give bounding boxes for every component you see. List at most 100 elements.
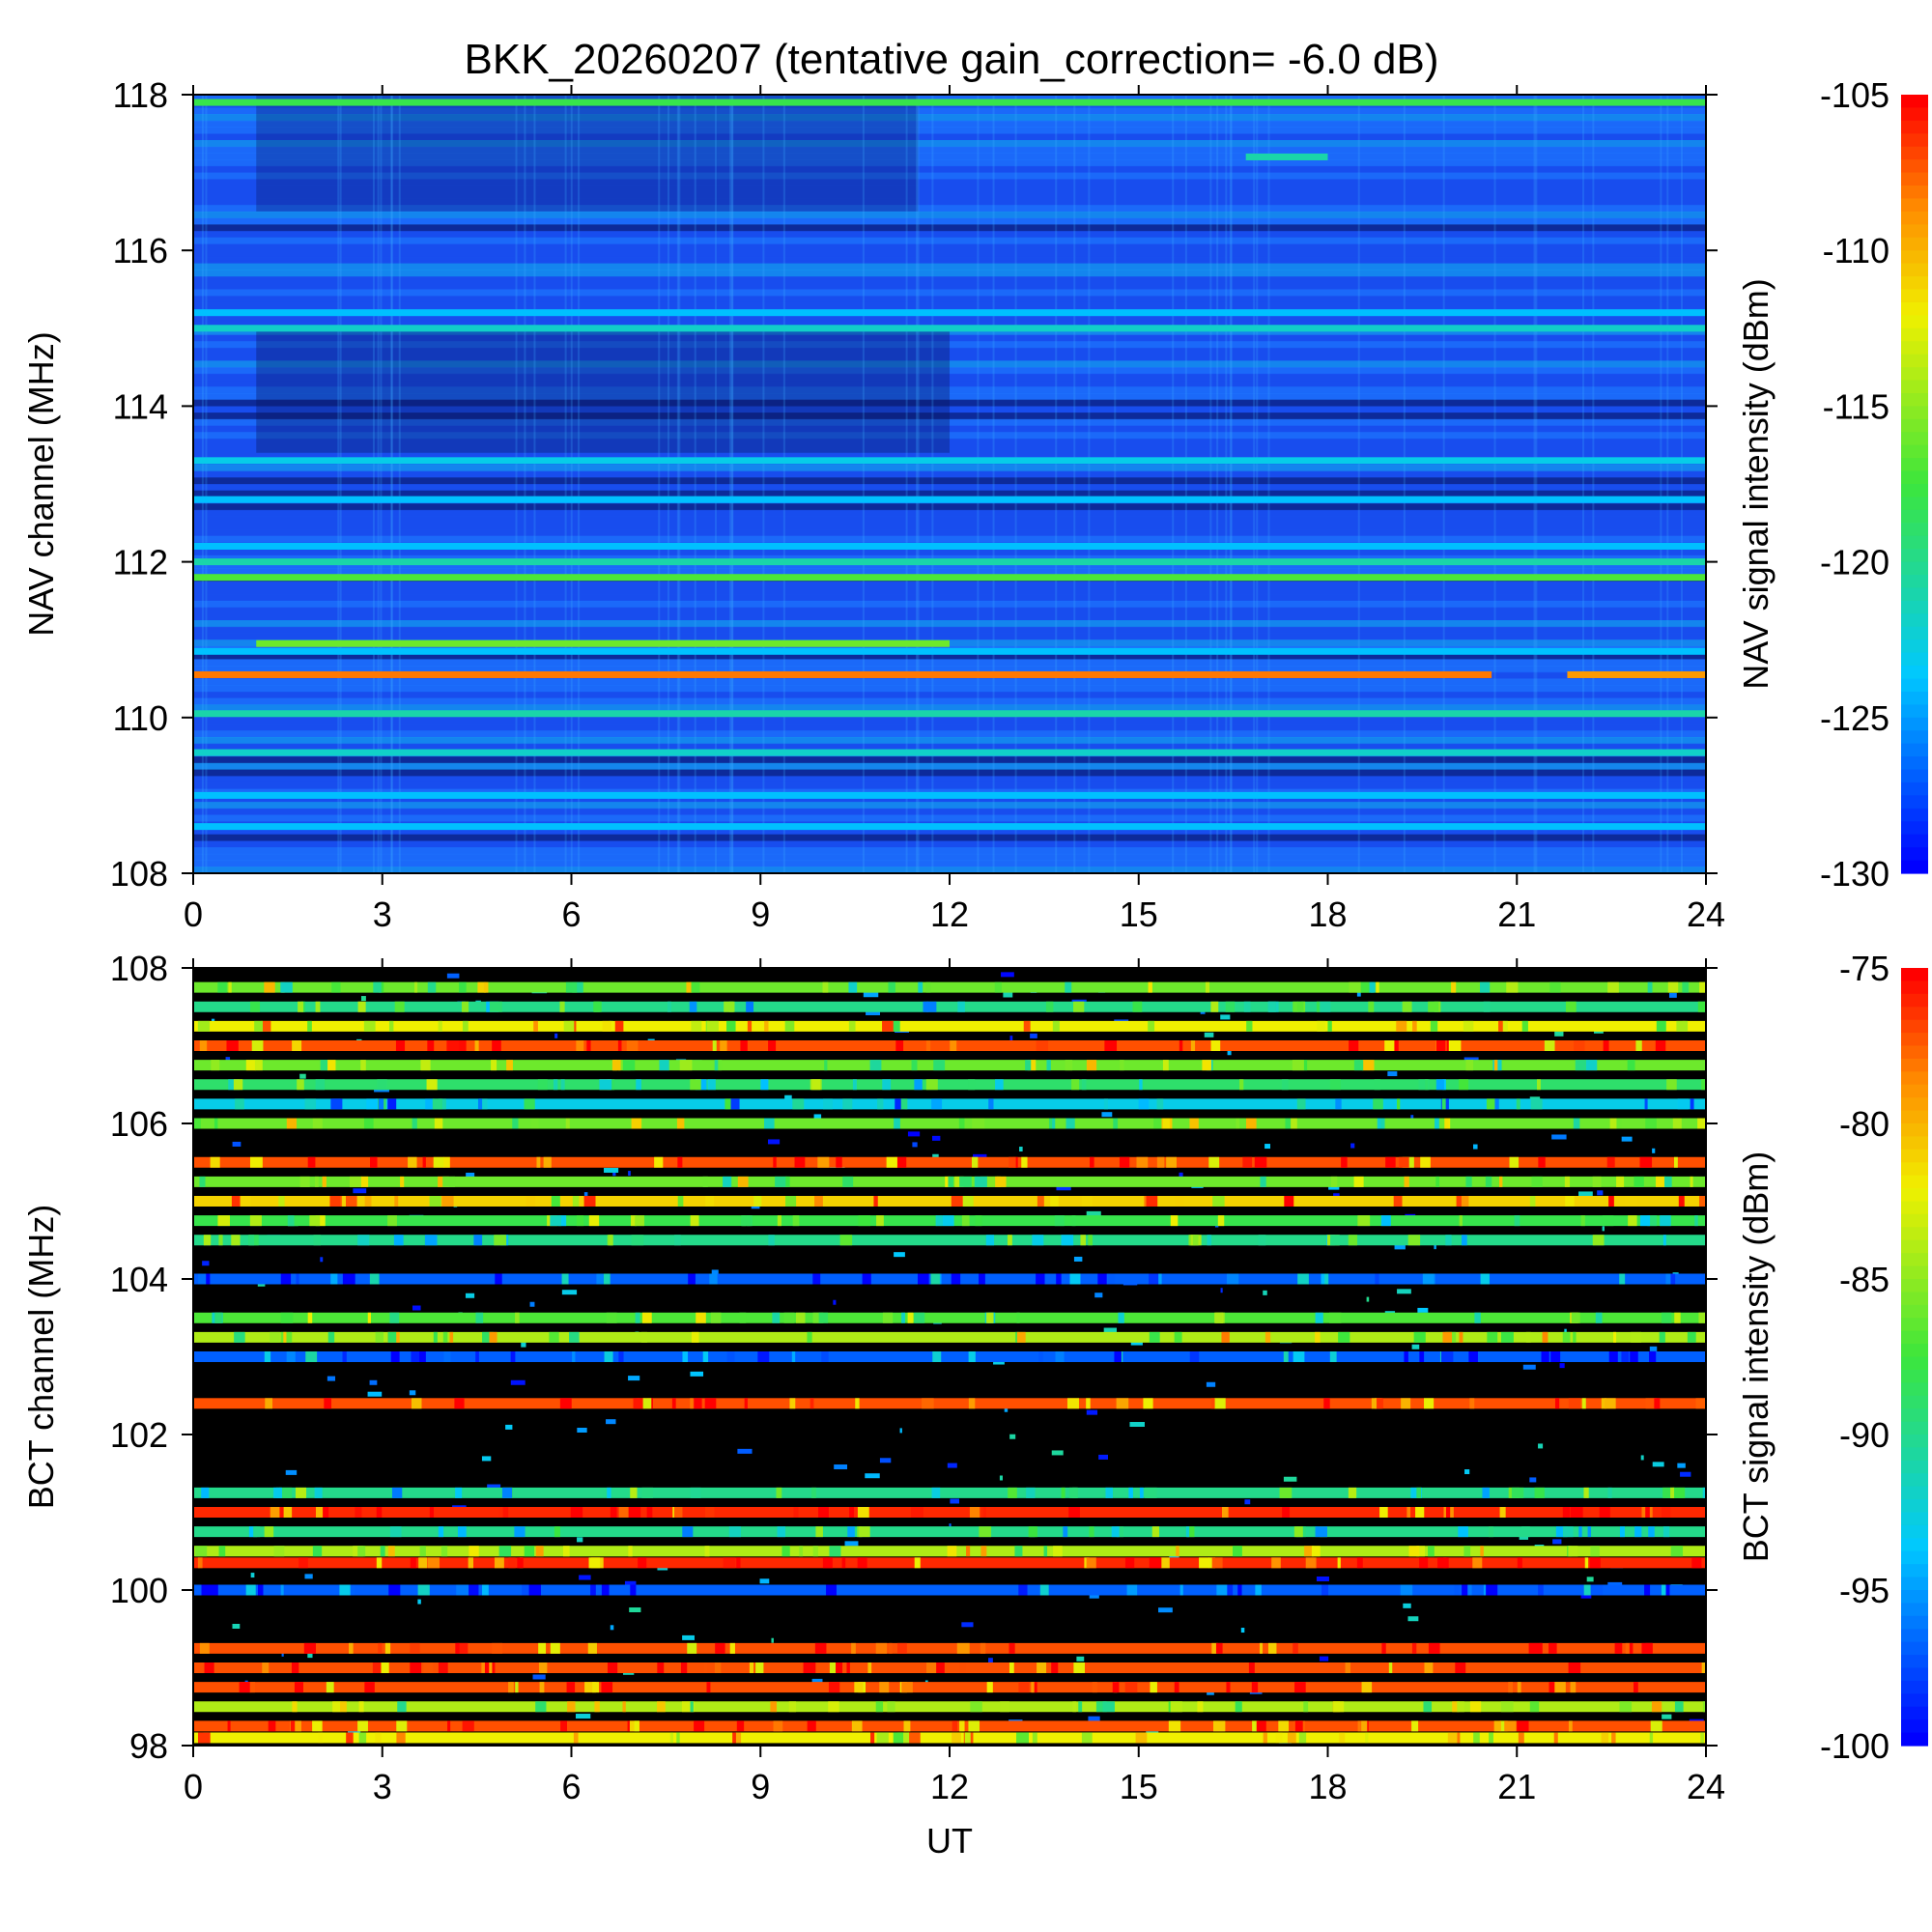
- bct-band-texture: [1699, 981, 1706, 993]
- x-tick-label: 9: [751, 895, 770, 934]
- bct-band-texture: [1018, 1584, 1028, 1596]
- bct-band-texture: [925, 1040, 931, 1051]
- nav-noise-row: [193, 282, 1706, 290]
- colorbar-segment: [1901, 1369, 1928, 1383]
- x-tick-label: 3: [373, 1767, 392, 1806]
- bct-band-texture: [1388, 1662, 1393, 1673]
- bct-band-texture: [1548, 1642, 1557, 1654]
- nav-streak: [390, 95, 393, 873]
- bct-band-texture: [1538, 1584, 1544, 1596]
- bct-band-texture: [694, 1398, 702, 1409]
- bct-band-texture: [696, 1312, 706, 1323]
- bct-speckle: [1473, 1144, 1478, 1150]
- bct-band-texture: [340, 1701, 347, 1713]
- bct-speckle: [690, 1371, 704, 1377]
- bct-band-texture: [1379, 1507, 1388, 1518]
- bct-band-texture: [736, 1720, 745, 1732]
- bct-band-texture: [1474, 1312, 1481, 1323]
- bct-band-texture: [408, 1156, 417, 1168]
- bct-band-texture: [1292, 1060, 1305, 1071]
- bct-band-texture: [573, 1732, 579, 1744]
- nav-noise-row: [193, 140, 1706, 148]
- bct-band-texture: [349, 1642, 354, 1654]
- bct-band-texture: [1212, 1720, 1226, 1732]
- bct-band-texture: [1348, 1487, 1357, 1498]
- bct-band-texture: [1385, 1156, 1396, 1168]
- bct-band-texture: [680, 1662, 688, 1673]
- bct-band-texture: [1550, 1351, 1561, 1362]
- bct-y-axis-label: BCT channel (MHz): [21, 1205, 61, 1509]
- bct-band-texture: [841, 1557, 846, 1569]
- y-tick-label: 102: [110, 1415, 168, 1455]
- bct-band-texture: [968, 1079, 976, 1091]
- y-tick-label: 100: [110, 1571, 168, 1610]
- bct-band-texture: [857, 1507, 869, 1518]
- bct-band-texture: [1660, 1215, 1671, 1227]
- bct-band-texture: [423, 1662, 434, 1673]
- nav-noise-row: [193, 237, 1706, 244]
- bct-band-texture: [1174, 1331, 1182, 1343]
- bct-band-texture: [1659, 1331, 1665, 1343]
- bct-band-texture: [607, 1487, 611, 1498]
- bct-band-texture: [1416, 1487, 1422, 1498]
- bct-band: [193, 1118, 1706, 1129]
- colorbar-segment: [1901, 808, 1928, 822]
- nav-noise-row: [193, 205, 1706, 213]
- bct-band-texture: [1553, 1682, 1566, 1693]
- bct-band-texture: [882, 1312, 894, 1323]
- bct-band-texture: [194, 1546, 208, 1557]
- x-tick-label: 18: [1308, 895, 1347, 934]
- bct-band-texture: [1160, 1557, 1170, 1569]
- nav-noise-row: [193, 270, 1706, 277]
- bct-speckle: [1580, 1593, 1592, 1599]
- bct-band-texture: [442, 1176, 456, 1187]
- colorbar-segment: [1901, 1460, 1928, 1474]
- nav-streak: [905, 95, 908, 873]
- nav-streak: [1535, 95, 1538, 873]
- colorbar-segment: [1901, 1512, 1928, 1526]
- bct-band-texture: [1608, 1196, 1614, 1207]
- bct-band-texture: [510, 1351, 516, 1362]
- bct-band-texture: [280, 1507, 284, 1518]
- bct-band-texture: [572, 981, 583, 993]
- bct-band-texture: [576, 1215, 584, 1227]
- bct-band-texture: [204, 1662, 214, 1673]
- colorbar-segment: [1901, 730, 1928, 745]
- bct-band-texture: [307, 1020, 312, 1032]
- bct-band-texture: [951, 1273, 961, 1285]
- bct-band-texture: [1321, 1584, 1329, 1596]
- nav-band: [193, 574, 1706, 582]
- bct-band-texture: [286, 1351, 296, 1362]
- nav-noise-row: [193, 724, 1706, 731]
- bct-band-texture: [1656, 1020, 1666, 1032]
- bct-band-texture: [1435, 1040, 1446, 1051]
- bct-band-texture: [753, 1196, 762, 1207]
- bct-band-texture: [213, 1118, 218, 1129]
- x-tick-label: 0: [184, 1767, 203, 1806]
- bct-band-texture: [1097, 1273, 1107, 1285]
- bct-band-texture: [1599, 1507, 1610, 1518]
- nav-dark-region: [256, 95, 919, 212]
- bct-band-texture: [1329, 1312, 1342, 1323]
- nav-noise-row: [193, 633, 1706, 640]
- bct-band-texture: [842, 1098, 853, 1110]
- bct-band-texture: [434, 1118, 443, 1129]
- nav-noise-row: [193, 860, 1706, 867]
- bct-band-texture: [854, 1682, 864, 1693]
- bct-band-texture: [714, 1662, 722, 1673]
- bct-band-texture: [1341, 1156, 1348, 1168]
- bct-band: [193, 1351, 1706, 1362]
- bct-band-texture: [550, 1642, 560, 1654]
- bct-band-texture: [454, 1398, 465, 1409]
- bct-band-texture: [829, 1546, 841, 1557]
- bct-band-texture: [264, 981, 275, 993]
- bct-band-texture: [1317, 1020, 1326, 1032]
- bct-band-texture: [258, 1584, 264, 1596]
- bct-speckle: [532, 1674, 546, 1680]
- nav-y-axis-label: NAV channel (MHz): [21, 331, 61, 636]
- bct-band-texture: [270, 1507, 280, 1518]
- bct-band-texture: [887, 1701, 895, 1713]
- colorbar-segment: [1901, 717, 1928, 731]
- bct-band-texture: [792, 1215, 800, 1227]
- colorbar-segment: [1901, 1239, 1928, 1254]
